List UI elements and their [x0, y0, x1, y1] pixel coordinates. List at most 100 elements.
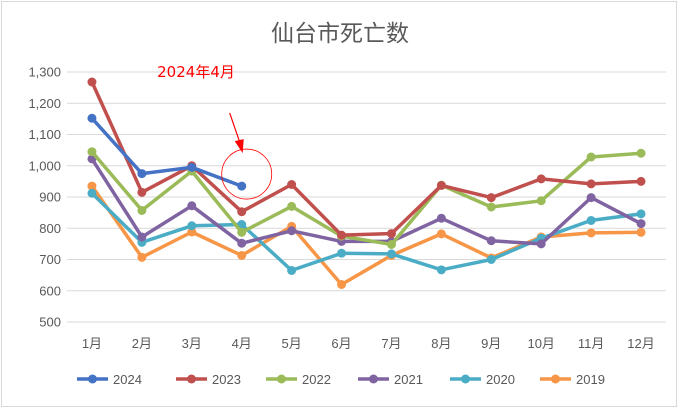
y-tick-label: 1,100	[28, 127, 61, 142]
data-point	[287, 180, 297, 189]
y-tick-label: 800	[39, 221, 61, 236]
data-point	[237, 220, 247, 229]
data-point	[87, 188, 97, 198]
data-point	[636, 219, 646, 229]
annotation-label: 2024年4月	[157, 63, 235, 81]
data-point	[636, 176, 646, 186]
x-tick-label: 1月	[82, 336, 102, 351]
legend-swatch-marker	[187, 374, 196, 384]
data-point	[636, 148, 646, 158]
data-point	[237, 250, 247, 260]
data-point	[436, 265, 446, 275]
chart-title: 仙台市死亡数	[271, 21, 409, 47]
legend-label: 2021	[394, 372, 423, 387]
x-axis-ticks: 1月 2月 3月 4月 5月 6月 7月 8月 9月 10月 11月 12月	[82, 336, 655, 351]
data-point	[486, 236, 496, 246]
x-tick-label: 5月	[282, 336, 302, 351]
data-point	[586, 179, 596, 189]
legend-item-2022: 2022	[266, 372, 331, 387]
legend-item-2024: 2024	[77, 372, 142, 387]
series-line	[90, 191, 643, 273]
series-2020	[87, 188, 646, 275]
data-point	[137, 205, 147, 215]
x-tick-label: 11月	[578, 336, 605, 351]
data-point	[337, 230, 347, 240]
y-tick-label: 1,200	[28, 96, 61, 111]
data-point	[87, 113, 97, 123]
data-point	[187, 221, 197, 231]
legend-swatch-marker	[277, 374, 286, 384]
data-point	[436, 229, 446, 239]
y-tick-label: 700	[39, 252, 61, 267]
annotation-arrow-head	[234, 139, 244, 154]
x-tick-label: 8月	[431, 336, 451, 351]
y-axis-ticks: 500 600 700 800 900 1,000 1,100 1,200 1,300	[28, 65, 61, 330]
data-point	[536, 196, 546, 206]
data-point	[137, 232, 147, 242]
data-point	[536, 174, 546, 184]
annotation-group: 2024年4月	[157, 63, 273, 200]
data-point	[337, 280, 347, 289]
data-point	[87, 147, 97, 157]
series-2024	[87, 113, 247, 191]
x-tick-label: 10月	[527, 336, 554, 351]
legend-label: 2019	[576, 372, 605, 387]
data-point	[386, 240, 396, 249]
y-tick-label: 900	[39, 190, 61, 205]
legend-label: 2023	[212, 372, 241, 387]
data-point	[87, 181, 97, 191]
data-point	[436, 213, 446, 223]
series-line	[90, 80, 643, 237]
data-point	[287, 226, 297, 236]
data-point	[237, 227, 247, 237]
data-point	[486, 193, 496, 203]
data-point	[386, 249, 396, 259]
x-tick-label: 6月	[331, 336, 351, 351]
data-point	[436, 180, 446, 190]
legend-item-2021: 2021	[358, 372, 423, 387]
data-point	[386, 229, 396, 239]
data-point	[486, 255, 496, 264]
data-point	[586, 152, 596, 162]
data-point	[586, 193, 596, 203]
data-point	[536, 239, 546, 249]
data-point	[137, 252, 147, 262]
y-tick-label: 500	[39, 315, 61, 330]
data-point	[237, 238, 247, 248]
data-point	[287, 201, 297, 211]
x-tick-label: 4月	[232, 336, 252, 351]
y-tick-label: 1,300	[28, 65, 61, 80]
legend-label: 2020	[486, 372, 515, 387]
data-point	[237, 207, 247, 217]
x-tick-label: 7月	[381, 336, 401, 351]
data-point	[187, 162, 197, 172]
data-point	[486, 202, 496, 212]
legend: 2024 2023 2022 2021 2020 2019	[77, 372, 605, 387]
series-2023	[87, 77, 646, 240]
data-point	[87, 77, 97, 87]
gridlines	[67, 71, 666, 323]
legend-swatch-marker	[88, 374, 97, 384]
legend-label: 2022	[302, 372, 331, 387]
annotation-arrow-shaft	[229, 112, 241, 143]
x-tick-label: 3月	[182, 336, 202, 351]
series-line	[90, 116, 244, 188]
x-tick-label: 12月	[627, 336, 654, 351]
legend-swatch-marker	[369, 374, 378, 384]
data-point	[636, 209, 646, 219]
legend-swatch-marker	[461, 374, 470, 384]
data-point	[137, 187, 147, 197]
x-tick-label: 2月	[132, 336, 152, 351]
data-point	[287, 265, 297, 275]
data-point	[137, 169, 147, 179]
annotation-circle	[221, 148, 273, 200]
series-group	[87, 77, 646, 289]
legend-item-2019: 2019	[540, 372, 605, 387]
x-tick-label: 9月	[481, 336, 501, 351]
legend-swatch-marker	[551, 374, 560, 384]
y-tick-label: 1,000	[28, 158, 61, 173]
data-point	[586, 228, 596, 238]
series-line	[90, 149, 643, 247]
